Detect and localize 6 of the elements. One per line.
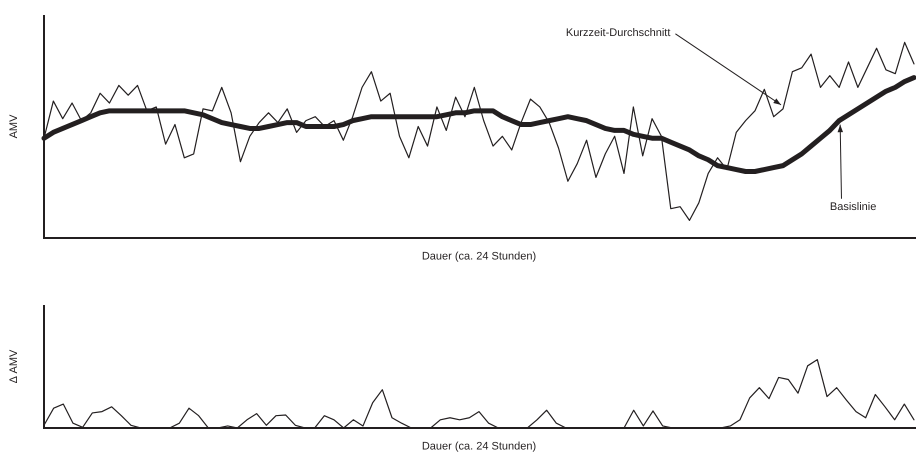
x-axis-title: Dauer (ca. 24 Stunden) [422, 440, 536, 453]
text: Basislinie [830, 200, 876, 213]
y-axis-title: Δ AMV [8, 349, 20, 384]
x-axis-title: Dauer (ca. 24 Stunden) [422, 250, 536, 263]
y-axis-title: AMV [8, 114, 20, 138]
text: Kurzzeit-Durchschnitt [566, 26, 670, 39]
